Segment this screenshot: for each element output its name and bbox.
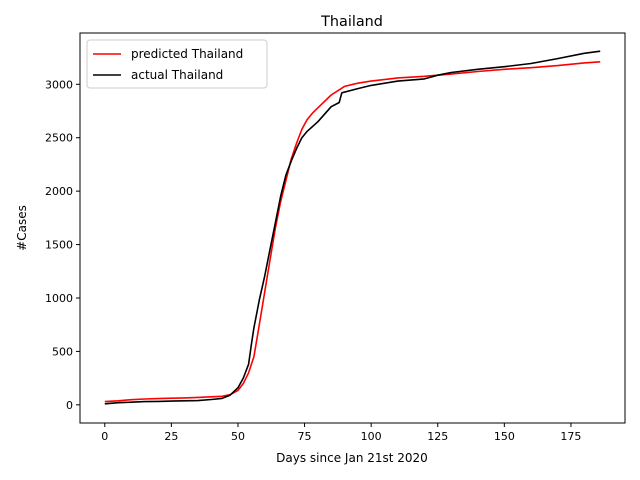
y-axis-label: #Cases	[15, 205, 29, 251]
x-tick-label: 50	[231, 430, 245, 443]
x-tick-label: 150	[494, 430, 515, 443]
legend-box	[86, 39, 268, 89]
y-tick-label: 1000	[45, 292, 73, 305]
x-axis-label: Days since Jan 21st 2020	[276, 451, 428, 465]
x-tick-label: 175	[560, 430, 581, 443]
y-tick-label: 0	[66, 399, 73, 412]
legend-label: predicted Thailand	[131, 47, 243, 61]
x-tick-label: 125	[427, 430, 448, 443]
series-layer	[104, 50, 601, 405]
x-tick-label: 25	[164, 430, 178, 443]
x-axis: 0 25 50 75 100 125 150 175	[101, 423, 581, 443]
y-tick-label: 2000	[45, 185, 73, 198]
legend-label: actual Thailand	[131, 68, 223, 82]
x-tick-label: 100	[361, 430, 382, 443]
y-tick-label: 500	[52, 345, 73, 358]
x-tick-label: 0	[101, 430, 108, 443]
plot-area-frame	[79, 32, 626, 424]
series-line-actual	[104, 50, 601, 405]
legend: predicted Thailand actual Thailand	[86, 39, 268, 89]
y-tick-label: 3000	[45, 78, 73, 91]
chart-title: Thailand	[320, 14, 383, 30]
y-axis: 0 500 1000 1500 2000 2500 3000	[45, 78, 80, 412]
y-tick-label: 1500	[45, 239, 73, 252]
x-tick-label: 75	[298, 430, 312, 443]
y-tick-label: 2500	[45, 132, 73, 145]
